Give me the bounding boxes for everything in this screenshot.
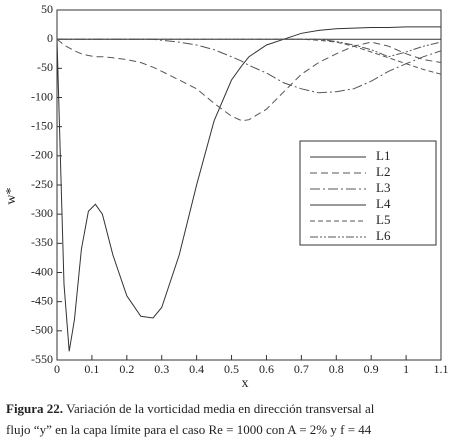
y-tick-label: -500 (31, 323, 53, 337)
legend-label: L1 (376, 148, 390, 163)
x-tick-label: 0.4 (189, 362, 204, 376)
y-tick-label: -300 (31, 206, 53, 220)
y-tick-label: -200 (31, 148, 53, 162)
y-tick-label: -250 (31, 177, 53, 191)
legend-label: L4 (376, 196, 391, 211)
legend-label: L3 (376, 180, 390, 195)
data-line (57, 38, 442, 58)
caption-text: Variación de la vorticidad media en dire… (66, 401, 375, 416)
y-tick-label: -350 (31, 235, 53, 249)
y-tick-label: 50 (41, 2, 53, 16)
x-tick-label: 0.5 (224, 362, 239, 376)
data-line (56, 38, 442, 122)
y-tick-label: -100 (31, 89, 53, 103)
legend-label: L2 (376, 164, 390, 179)
caption-line: flujo “y” en la capa límite para el caso… (6, 422, 372, 437)
y-tick-label: -450 (31, 293, 53, 307)
x-tick-label: 0.8 (329, 362, 344, 376)
x-tick-label: 0.6 (259, 362, 274, 376)
x-tick-label: 0 (54, 362, 60, 376)
x-tick-label: 0.1 (84, 362, 99, 376)
caption-line: Figura 22. Variación de la vorticidad me… (6, 401, 375, 416)
y-axis-label: w* (4, 187, 19, 204)
data-line (57, 38, 442, 94)
legend-label: L6 (376, 228, 391, 243)
x-tick-label: 0.2 (119, 362, 134, 376)
y-tick-label: -150 (31, 118, 53, 132)
y-tick-label: 0 (47, 31, 53, 45)
x-tick-label: 0.9 (364, 362, 379, 376)
x-tick-label: 0.7 (294, 362, 309, 376)
y-tick-label: -550 (31, 352, 53, 366)
legend-label: L5 (376, 212, 390, 227)
caption-label: Figura 22. (6, 401, 63, 416)
x-axis-label: x (242, 376, 249, 391)
data-line (56, 26, 441, 352)
legend-box (299, 140, 437, 246)
x-tick-label: 0.3 (154, 362, 169, 376)
y-tick-label: -50 (37, 60, 53, 74)
x-tick-label: 1.1 (434, 362, 449, 376)
x-tick-label: 1 (403, 362, 409, 376)
y-tick-label: -400 (31, 264, 53, 278)
